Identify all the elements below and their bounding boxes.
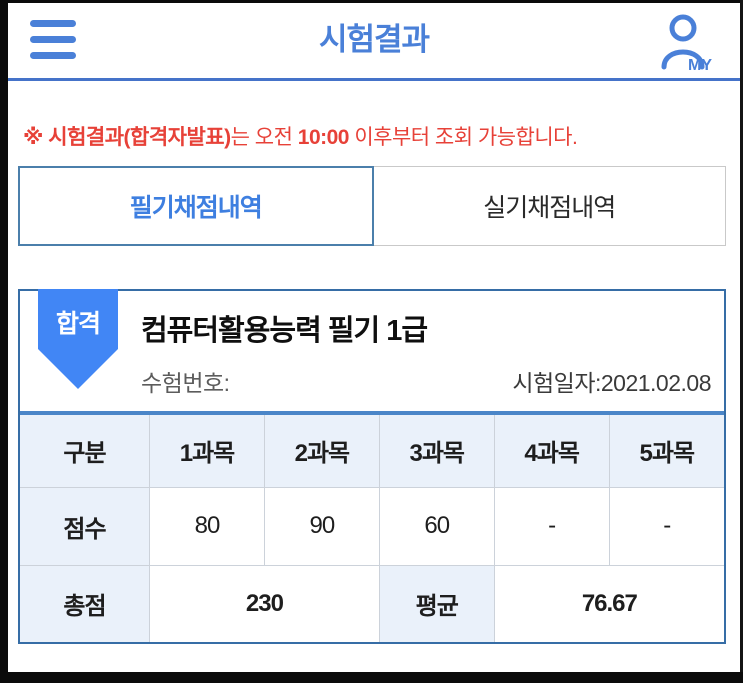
tab-written-results[interactable]: 필기채점내역 bbox=[18, 166, 374, 246]
page-title: 시험결과 bbox=[318, 22, 430, 57]
score-subject2: 90 bbox=[263, 486, 380, 566]
person-icon: MY bbox=[661, 14, 712, 74]
exam-date-label: 시험일자: bbox=[512, 370, 601, 396]
result-card: 합격 컴퓨터활용능력 필기 1급 수험번호: 시험일자:2021.02.08 구… bbox=[18, 289, 726, 644]
app-header: 시험결과 MY bbox=[8, 3, 740, 81]
pass-status-badge: 합격 bbox=[38, 289, 118, 389]
col-header-subject5: 5과목 bbox=[608, 412, 724, 488]
col-header-subject3: 3과목 bbox=[378, 412, 495, 488]
average-label: 평균 bbox=[378, 564, 495, 642]
total-label: 총점 bbox=[20, 564, 151, 642]
exam-info-section: 합격 컴퓨터활용능력 필기 1급 수험번호: 시험일자:2021.02.08 bbox=[20, 289, 724, 411]
notice-mid: 는 오전 bbox=[230, 126, 298, 149]
notice-prefix: ※ 시험결과(합격자발표) bbox=[23, 126, 231, 149]
col-header-subject1: 1과목 bbox=[149, 412, 265, 488]
notice-text: ※ 시험결과(합격자발표)는 오전 10:00 이후부터 조회 가능합니다. bbox=[18, 121, 726, 151]
hamburger-icon bbox=[30, 20, 76, 59]
score-subject3: 60 bbox=[378, 486, 495, 566]
score-subject5: - bbox=[608, 486, 724, 566]
app-screen: 시험결과 MY ※ 시험결과(합격자발표)는 오전 10:00 이후부터 조회 … bbox=[8, 3, 740, 672]
screenshot-frame-bottom bbox=[0, 672, 743, 683]
col-header-subject4: 4과목 bbox=[493, 412, 610, 488]
tab-written-label: 필기채점내역 bbox=[129, 194, 263, 222]
exam-number-label: 수험번호: bbox=[141, 370, 230, 396]
notice-suffix: 이후부터 조회 가능합니다. bbox=[348, 126, 578, 149]
screenshot-frame-top bbox=[0, 0, 743, 3]
menu-button[interactable] bbox=[30, 20, 76, 62]
score-row-label: 점수 bbox=[20, 486, 151, 566]
tab-practical-results[interactable]: 실기채점내역 bbox=[373, 166, 726, 246]
my-label: MY bbox=[688, 57, 712, 73]
tab-bar: 필기채점내역 실기채점내역 bbox=[18, 166, 726, 246]
exam-date: 시험일자:2021.02.08 bbox=[512, 364, 711, 398]
score-subject1: 80 bbox=[149, 486, 265, 566]
exam-title: 컴퓨터활용능력 필기 1급 bbox=[141, 315, 428, 347]
score-subject4: - bbox=[493, 486, 610, 566]
total-row: 총점 230 평균 76.67 bbox=[20, 564, 724, 642]
table-header-row: 구분 1과목 2과목 3과목 4과목 5과목 bbox=[20, 412, 724, 488]
notice-time: 10:00 bbox=[297, 126, 350, 149]
exam-date-value: 2021.02.08 bbox=[600, 370, 712, 396]
col-header-category: 구분 bbox=[20, 412, 151, 488]
score-row: 점수 80 90 60 - - bbox=[20, 486, 724, 566]
my-page-button[interactable]: MY bbox=[660, 13, 712, 74]
average-value: 76.67 bbox=[493, 564, 724, 642]
total-value: 230 bbox=[149, 564, 380, 642]
score-table: 구분 1과목 2과목 3과목 4과목 5과목 점수 80 90 60 - - 총… bbox=[20, 411, 724, 642]
exam-meta-row: 수험번호: 시험일자:2021.02.08 bbox=[141, 364, 712, 398]
tab-practical-label: 실기채점내역 bbox=[483, 194, 616, 222]
col-header-subject2: 2과목 bbox=[263, 412, 380, 488]
screenshot-frame-left bbox=[0, 0, 8, 683]
screenshot-frame-right bbox=[740, 0, 743, 683]
